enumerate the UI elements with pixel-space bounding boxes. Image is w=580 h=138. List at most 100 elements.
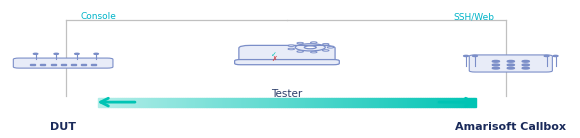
Bar	[386, 98, 387, 107]
Bar	[395, 98, 397, 107]
Circle shape	[34, 53, 38, 54]
Bar	[407, 98, 408, 107]
Bar	[293, 98, 295, 107]
Bar	[219, 98, 220, 107]
Bar	[325, 98, 327, 107]
Bar	[473, 98, 474, 107]
Bar	[313, 98, 316, 107]
Bar	[262, 98, 264, 107]
Circle shape	[304, 46, 316, 49]
Bar	[257, 98, 259, 107]
Bar	[240, 98, 241, 107]
Bar	[117, 98, 118, 107]
Bar	[266, 98, 268, 107]
Bar	[427, 98, 429, 107]
Text: SSH/Web: SSH/Web	[454, 12, 494, 21]
Bar	[158, 98, 160, 107]
Bar	[283, 98, 285, 107]
Bar	[422, 98, 423, 107]
Bar	[317, 98, 319, 107]
Bar	[380, 98, 382, 107]
Circle shape	[310, 51, 317, 53]
Bar	[236, 98, 238, 107]
FancyBboxPatch shape	[239, 45, 335, 64]
Bar	[404, 98, 407, 107]
Bar	[446, 98, 448, 107]
Bar	[397, 98, 398, 107]
Bar	[455, 98, 458, 107]
Bar	[187, 98, 188, 107]
Bar	[190, 98, 193, 107]
Bar	[291, 98, 293, 107]
Bar	[359, 98, 361, 107]
Bar	[298, 98, 300, 107]
Bar	[310, 98, 311, 107]
Bar	[376, 98, 378, 107]
Bar	[181, 98, 183, 107]
Bar	[102, 98, 103, 107]
Bar	[264, 98, 266, 107]
Bar	[351, 98, 353, 107]
Circle shape	[508, 64, 514, 66]
Bar	[419, 98, 422, 107]
Bar	[429, 98, 431, 107]
Circle shape	[322, 50, 329, 51]
Bar	[469, 98, 471, 107]
Bar	[223, 98, 224, 107]
Bar	[81, 64, 86, 65]
Bar	[416, 98, 418, 107]
Circle shape	[473, 55, 477, 57]
Bar	[274, 98, 276, 107]
Bar	[378, 98, 380, 107]
Bar	[471, 98, 473, 107]
Bar	[255, 98, 257, 107]
Bar	[245, 98, 247, 107]
Bar	[465, 98, 467, 107]
Bar	[50, 64, 56, 65]
Bar	[179, 98, 181, 107]
Bar	[454, 98, 455, 107]
Bar	[368, 98, 370, 107]
Bar	[319, 98, 321, 107]
Bar	[209, 98, 211, 107]
Circle shape	[553, 55, 558, 57]
Bar	[107, 98, 109, 107]
Bar	[342, 98, 344, 107]
Bar	[148, 98, 151, 107]
Bar	[461, 98, 463, 107]
Bar	[281, 98, 283, 107]
Bar	[434, 98, 437, 107]
Circle shape	[327, 47, 334, 48]
Bar	[403, 98, 404, 107]
Bar	[374, 98, 376, 107]
Bar	[103, 98, 105, 107]
FancyBboxPatch shape	[469, 55, 552, 72]
Bar	[270, 98, 272, 107]
Bar	[232, 98, 234, 107]
Bar	[260, 98, 262, 107]
Bar	[327, 98, 329, 107]
Bar	[300, 98, 302, 107]
Circle shape	[54, 53, 59, 54]
Bar	[277, 98, 280, 107]
Bar	[361, 98, 362, 107]
FancyBboxPatch shape	[13, 58, 113, 68]
Bar	[213, 98, 215, 107]
Bar	[332, 98, 334, 107]
Text: DUT: DUT	[50, 122, 76, 132]
Bar	[433, 98, 434, 107]
Bar	[230, 98, 232, 107]
Bar	[289, 98, 291, 107]
Bar	[143, 98, 145, 107]
Bar	[196, 98, 198, 107]
Bar	[208, 98, 209, 107]
Text: Tester: Tester	[271, 89, 303, 99]
Bar	[393, 98, 395, 107]
Circle shape	[463, 55, 469, 57]
Circle shape	[522, 60, 530, 62]
Bar	[61, 64, 66, 65]
Bar	[120, 98, 122, 107]
Circle shape	[288, 45, 295, 47]
Bar	[450, 98, 452, 107]
Circle shape	[508, 60, 514, 62]
